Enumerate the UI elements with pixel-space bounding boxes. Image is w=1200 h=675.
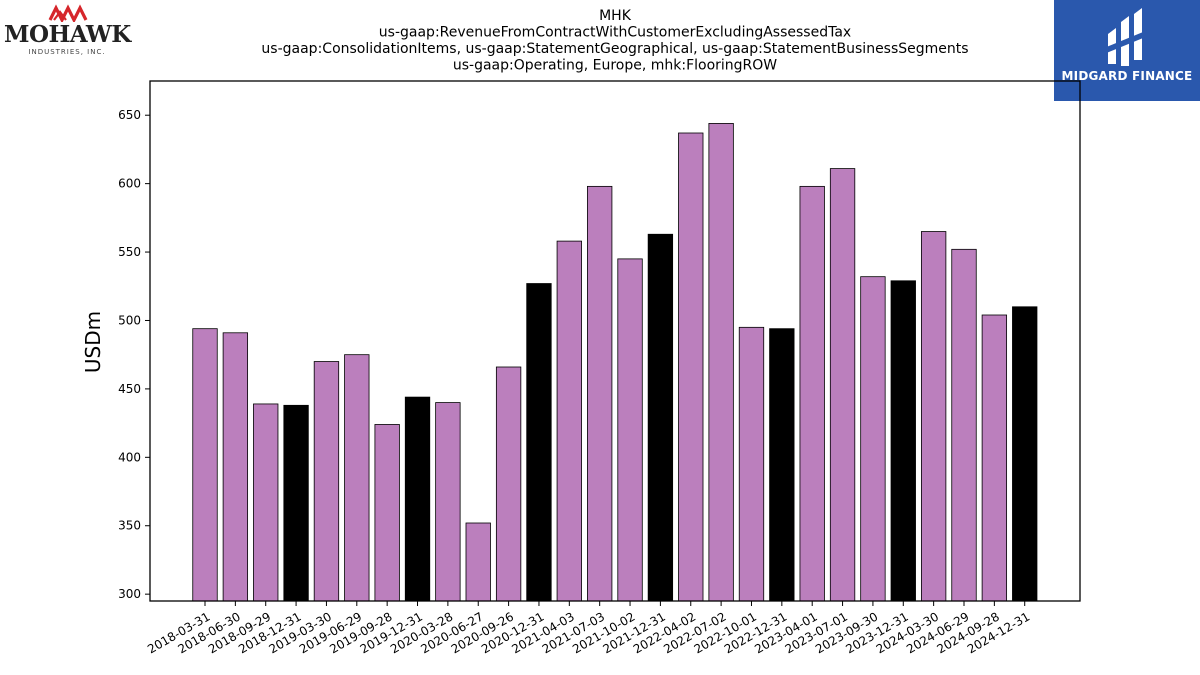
bar-2024-09-28 bbox=[981, 314, 1008, 602]
bar-2020-03-28 bbox=[435, 402, 461, 602]
bar-2022-10-01 bbox=[738, 326, 765, 602]
midgard-logo-mark-icon bbox=[1104, 8, 1148, 66]
midgard-finance-logo: MIDGARD FINANCE bbox=[1054, 0, 1200, 101]
title-line-1: MHK bbox=[599, 8, 632, 24]
title-line-4: us-gaap:Operating, Europe, mhk:FlooringR… bbox=[453, 58, 777, 74]
y-tick-label: 650 bbox=[118, 108, 141, 122]
bar-2019-09-28 bbox=[374, 424, 400, 602]
title-line-3: us-gaap:ConsolidationItems, us-gaap:Stat… bbox=[261, 41, 968, 57]
y-tick-label: 550 bbox=[118, 245, 141, 259]
bar-2021-12-31 bbox=[647, 233, 674, 602]
x-axis: 2018-03-312018-06-302018-09-292018-12-31… bbox=[145, 601, 1032, 656]
y-tick-label: 300 bbox=[118, 587, 141, 601]
bar-2023-04-01 bbox=[799, 185, 825, 602]
bar-2023-12-31 bbox=[890, 280, 916, 602]
bar-2021-07-03 bbox=[587, 185, 613, 602]
y-tick-label: 450 bbox=[118, 382, 141, 396]
y-axis-label: USDm bbox=[81, 311, 105, 373]
bar-2018-09-29 bbox=[253, 403, 279, 602]
bar-2024-12-31 bbox=[1012, 306, 1038, 602]
bar-2018-06-30 bbox=[222, 332, 249, 602]
title-line-2: us-gaap:RevenueFromContractWithCustomerE… bbox=[379, 25, 851, 41]
bar-2019-06-29 bbox=[344, 354, 370, 602]
bar-2022-12-31 bbox=[769, 328, 795, 602]
bar-2022-04-02 bbox=[678, 132, 704, 602]
bar-2024-06-29 bbox=[951, 248, 977, 602]
y-tick-label: 600 bbox=[118, 177, 141, 191]
mohawk-logo-subtitle: INDUSTRIES, INC. bbox=[28, 48, 106, 56]
bar-2023-09-30 bbox=[860, 276, 886, 602]
mohawk-logo-mark-icon bbox=[48, 4, 88, 22]
y-tick-label: 500 bbox=[118, 313, 141, 327]
bar-2020-09-26 bbox=[495, 366, 522, 602]
y-axis: 300 350 400 450 500 550 600 650 bbox=[118, 108, 150, 601]
y-tick-label: 400 bbox=[118, 450, 141, 464]
bar-2020-06-27 bbox=[465, 522, 491, 602]
chart-title: MHK us-gaap:RevenueFromContractWithCusto… bbox=[261, 8, 968, 74]
bar-series bbox=[192, 123, 1038, 602]
bar-2024-03-30 bbox=[920, 231, 947, 602]
bar-2018-03-31 bbox=[192, 328, 218, 602]
bar-2022-07-02 bbox=[708, 123, 734, 602]
mohawk-logo-wordmark: MOHAWK bbox=[4, 21, 131, 48]
bar-2021-04-03 bbox=[556, 240, 582, 602]
bar-2019-12-31 bbox=[404, 396, 431, 602]
bar-2019-03-30 bbox=[313, 361, 340, 602]
bar-2020-12-31 bbox=[526, 283, 552, 602]
bar-2023-07-01 bbox=[829, 168, 856, 602]
mohawk-logo: MOHAWK INDUSTRIES, INC. bbox=[4, 4, 131, 58]
bar-2018-12-31 bbox=[283, 404, 309, 602]
midgard-logo-wordmark: MIDGARD FINANCE bbox=[1061, 69, 1193, 83]
y-tick-label: 350 bbox=[118, 519, 141, 533]
bar-2021-10-02 bbox=[617, 258, 643, 602]
plot-frame bbox=[149, 80, 1081, 602]
